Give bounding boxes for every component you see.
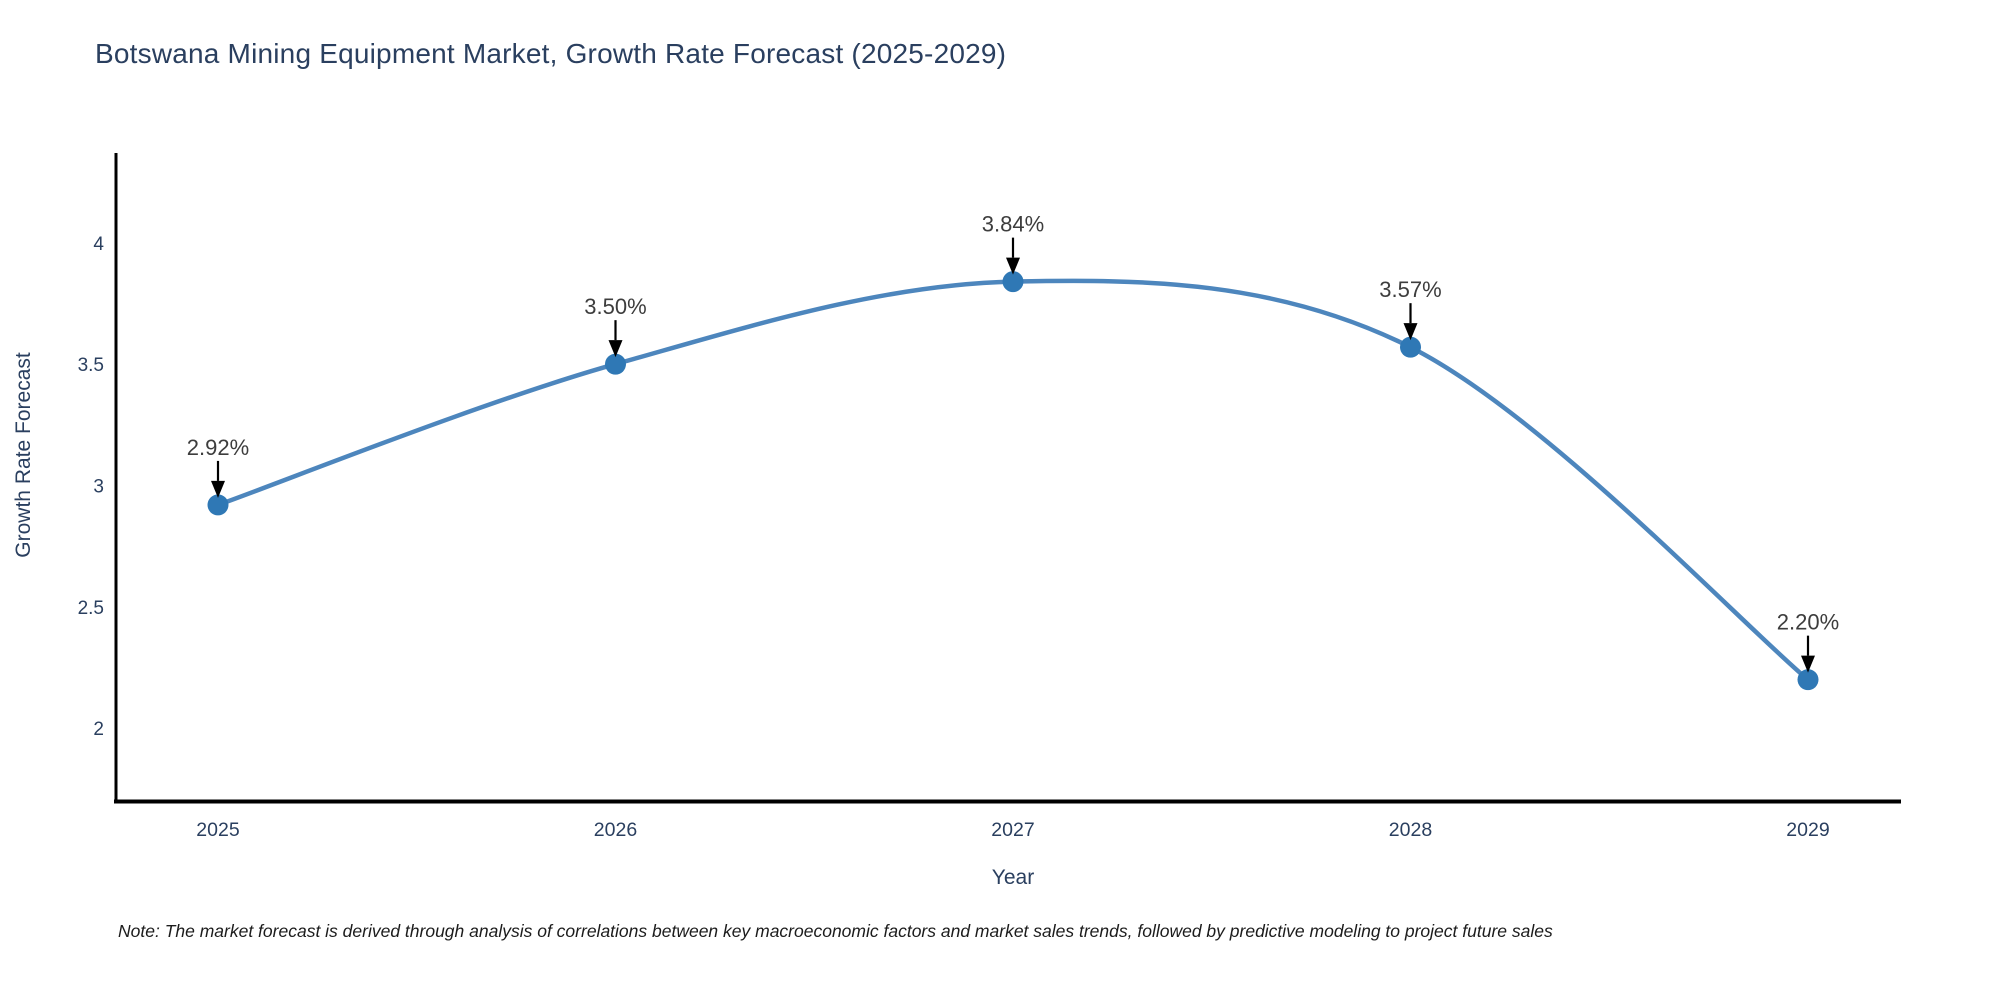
data-point [1400, 336, 1421, 358]
data-point [207, 494, 229, 516]
chart-title: Botswana Mining Equipment Market, Growth… [95, 38, 1007, 69]
data-point-label: 3.84% [982, 212, 1044, 237]
x-tick-label: 2026 [594, 819, 637, 841]
data-point-label: 3.57% [1379, 277, 1441, 302]
y-tick-label: 2 [93, 719, 104, 740]
y-tick-label: 2.5 [78, 598, 104, 619]
data-point [1797, 669, 1819, 691]
y-tick-label: 3 [93, 476, 104, 497]
annotation-arrow-head [1801, 655, 1815, 673]
data-point [605, 353, 626, 375]
plot-generated: 4 3.5 3 2.5 2 2025 2026 2027 2028 2029 2.92% 3.50% 3… [78, 212, 1840, 841]
annotation-arrow-head [1006, 257, 1020, 275]
annotation-arrow-head [608, 340, 623, 358]
data-point [1002, 271, 1024, 293]
x-axis-title: Year [992, 866, 1034, 889]
y-tick-label: 4 [93, 234, 104, 255]
x-tick-label: 2025 [196, 819, 240, 841]
forecast-line [215, 278, 1811, 682]
y-tick-label: 3.5 [78, 355, 104, 376]
data-point-label: 2.20% [1777, 610, 1839, 635]
annotation-arrow-head [211, 480, 225, 498]
x-tick-label: 2028 [1389, 819, 1432, 841]
data-point-label: 3.50% [584, 294, 646, 319]
x-tick-label: 2029 [1786, 819, 1829, 841]
x-tick-label: 2027 [991, 819, 1034, 841]
data-point-label: 2.92% [187, 435, 249, 460]
footnote: Note: The market forecast is derived thr… [118, 921, 1553, 941]
annotation-arrow-head [1403, 323, 1418, 341]
y-axis-title: Growth Rate Forecast [12, 352, 35, 558]
